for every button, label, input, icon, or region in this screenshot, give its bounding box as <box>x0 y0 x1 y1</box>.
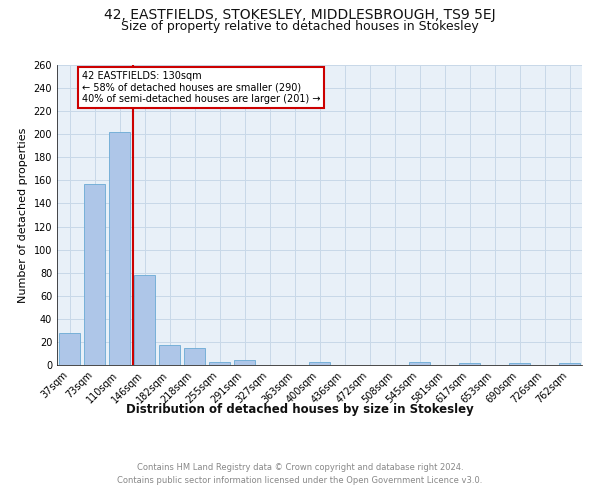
Bar <box>309 362 330 365</box>
Bar <box>159 346 180 365</box>
Text: 42 EASTFIELDS: 130sqm
← 58% of detached houses are smaller (290)
40% of semi-det: 42 EASTFIELDS: 130sqm ← 58% of detached … <box>82 71 320 104</box>
Bar <box>409 362 430 365</box>
Text: 42, EASTFIELDS, STOKESLEY, MIDDLESBROUGH, TS9 5EJ: 42, EASTFIELDS, STOKESLEY, MIDDLESBROUGH… <box>104 8 496 22</box>
Bar <box>134 275 155 365</box>
Bar <box>234 360 255 365</box>
Text: Contains public sector information licensed under the Open Government Licence v3: Contains public sector information licen… <box>118 476 482 485</box>
Bar <box>209 362 230 365</box>
Bar <box>559 362 580 365</box>
Bar <box>109 132 130 365</box>
Text: Contains HM Land Registry data © Crown copyright and database right 2024.: Contains HM Land Registry data © Crown c… <box>137 462 463 471</box>
Bar <box>509 362 530 365</box>
Bar <box>84 184 105 365</box>
Y-axis label: Number of detached properties: Number of detached properties <box>18 128 28 302</box>
Text: Size of property relative to detached houses in Stokesley: Size of property relative to detached ho… <box>121 20 479 33</box>
Text: Distribution of detached houses by size in Stokesley: Distribution of detached houses by size … <box>126 402 474 415</box>
Bar <box>184 348 205 365</box>
Bar <box>459 362 480 365</box>
Bar <box>59 332 80 365</box>
